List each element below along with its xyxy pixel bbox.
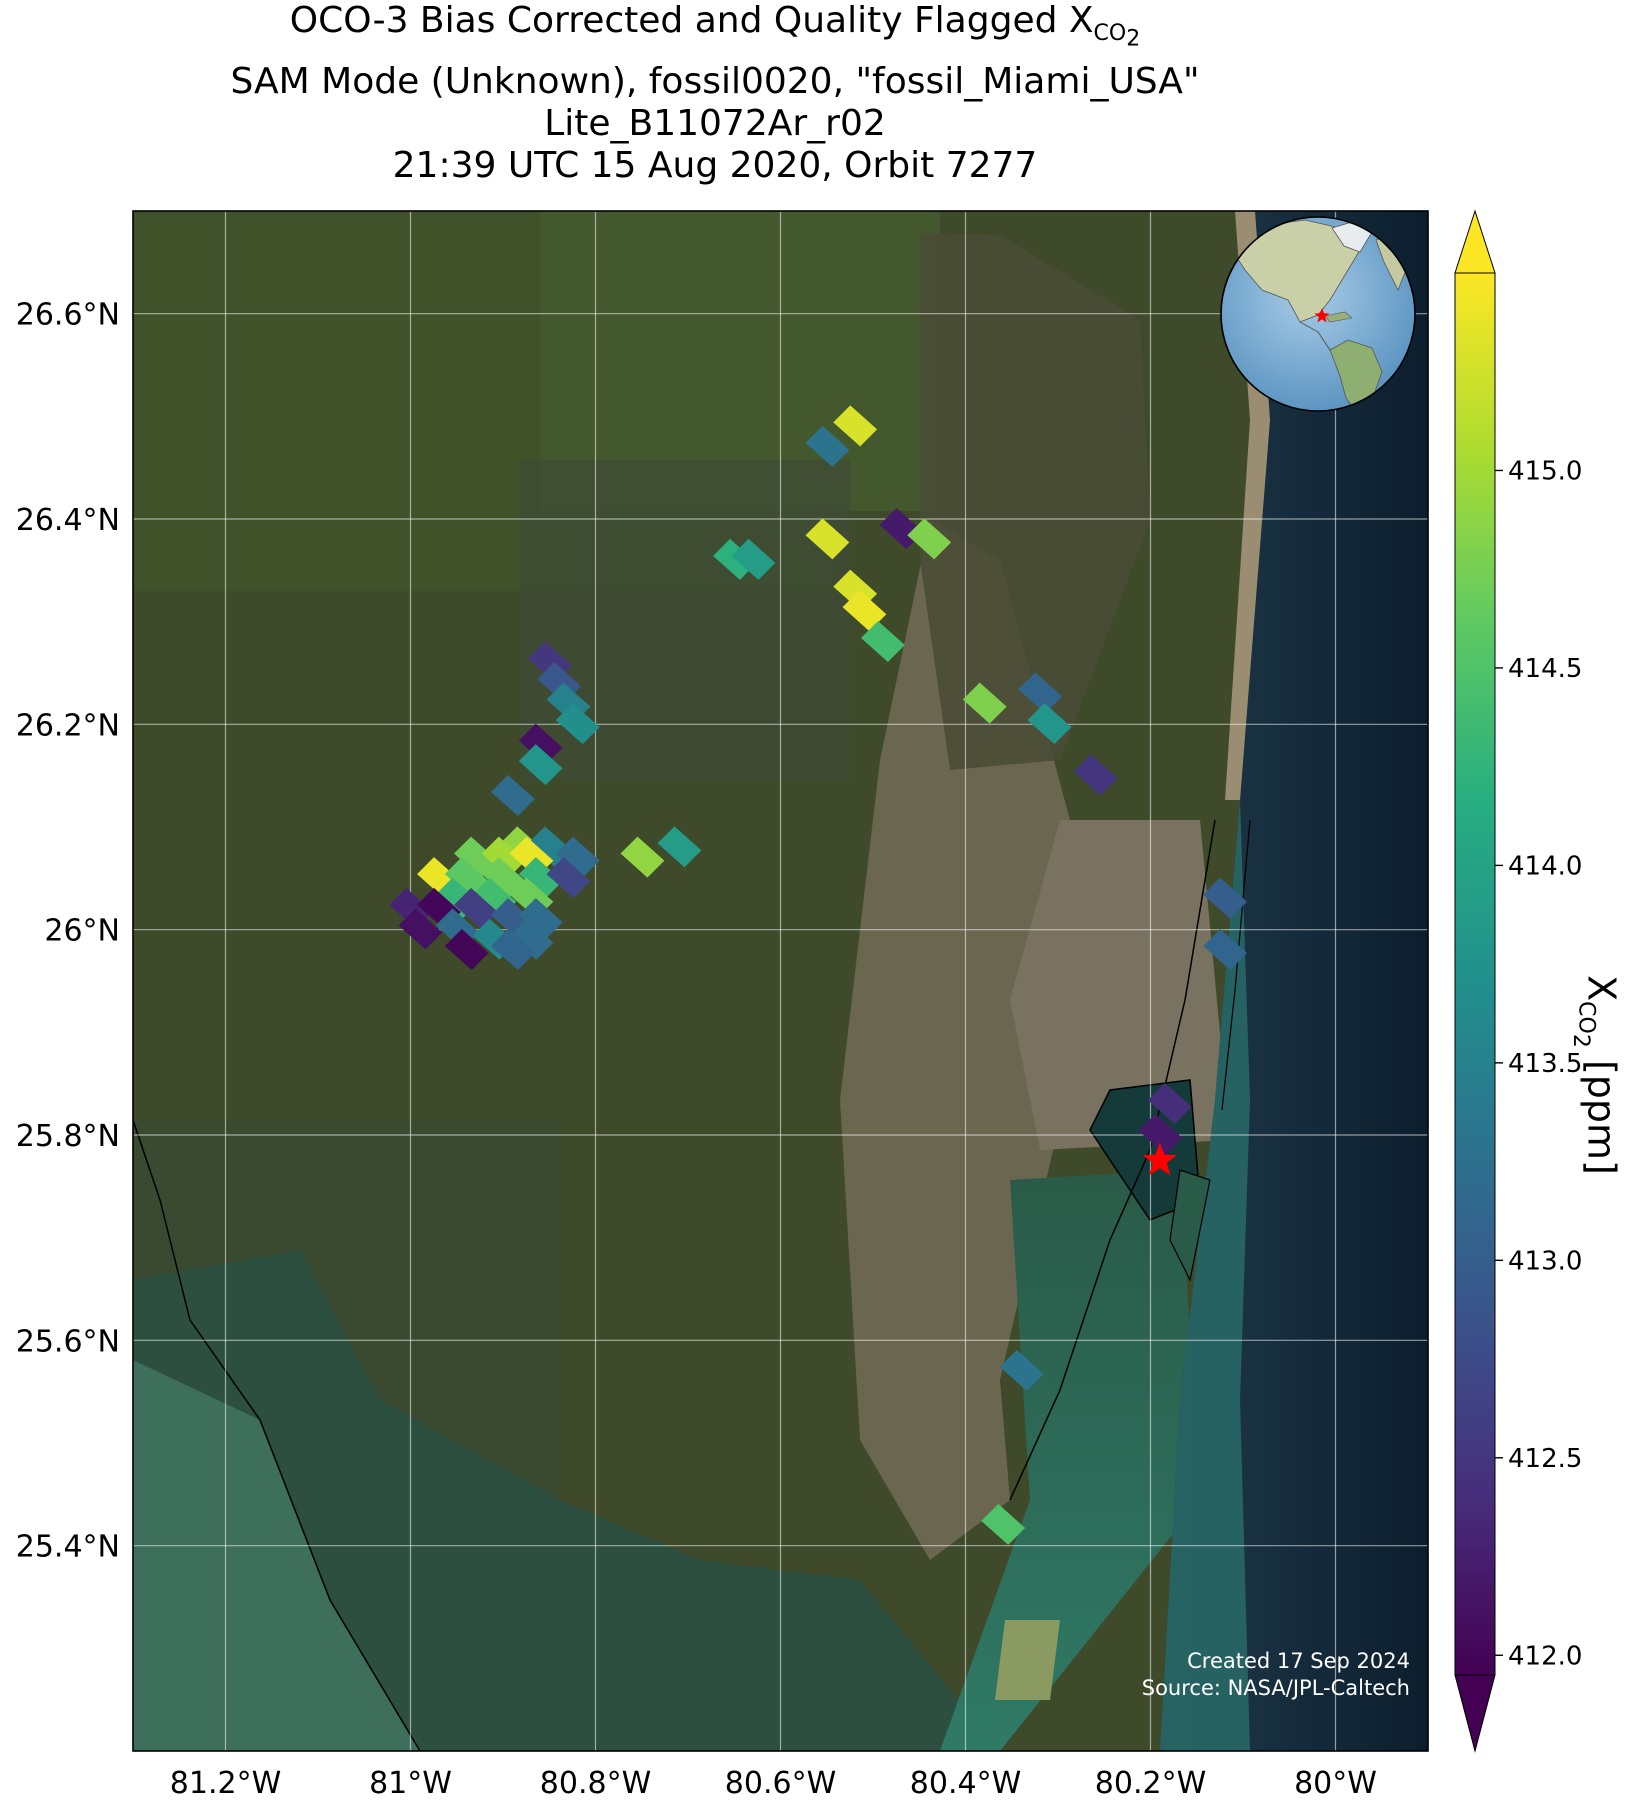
sounding-footprint [481, 836, 526, 878]
sounding-footprint [907, 518, 952, 560]
colorbar-body [1454, 272, 1496, 1676]
sounding-footprint [842, 590, 887, 632]
colorbar-extend-min [1454, 1674, 1496, 1753]
sounding-footprint [1203, 877, 1248, 919]
sounding-footprint [620, 836, 665, 878]
colorbar-tick-label: 413.0 [1508, 1246, 1582, 1276]
credit-source: Source: NASA/JPL-Caltech [1141, 1676, 1410, 1700]
colorbar-extend-max [1454, 209, 1496, 274]
colorbar-tick-label: 412.5 [1508, 1444, 1582, 1474]
globe-target-marker [1314, 308, 1330, 323]
colorbar-ticks: 415.0 414.5 414.0 413.5 413.0 412.5 412.0 [1495, 456, 1582, 1671]
sounding-footprint [1018, 672, 1063, 714]
sounding-footprint [962, 682, 1007, 724]
sounding-footprint [1073, 754, 1118, 796]
globe-inset [1220, 216, 1416, 412]
sounding-footprint [454, 887, 498, 929]
lat-tick-label: 26°N [44, 914, 120, 949]
sounding-footprint [999, 1349, 1044, 1391]
sounding-footprint [981, 1503, 1026, 1545]
sounding-footprints [389, 405, 1248, 1545]
sounding-footprint [805, 518, 850, 560]
title-line-1: OCO-3 Bias Corrected and Quality Flagged… [289, 0, 1141, 52]
colorbar-tick-label: 415.0 [1508, 456, 1582, 486]
colorbar-tick-label: 414.0 [1508, 851, 1582, 881]
map-frame [132, 210, 1429, 1752]
sounding-footprint [1203, 928, 1248, 970]
title-line-3: Lite_B11072Ar_r02 [544, 102, 886, 144]
title-subscript: CO2 [1093, 21, 1141, 52]
lat-tick-label: 26.4°N [16, 503, 120, 538]
sounding-footprint [657, 826, 702, 868]
sounding-footprint [454, 836, 498, 878]
sounding-footprint [518, 898, 563, 940]
colorbar-tick-label: 412.0 [1508, 1641, 1582, 1671]
colorbar-label: XCO2 [ppm] [1568, 975, 1624, 1175]
title-line-4: 21:39 UTC 15 Aug 2020, Orbit 7277 [392, 144, 1038, 186]
sounding-footprint [444, 857, 489, 899]
credit-text: Created 17 Sep 2024 Source: NASA/JPL-Cal… [1142, 1648, 1410, 1702]
target-site-marker [1142, 1142, 1177, 1176]
sounding-footprint [509, 918, 554, 960]
lon-tick-label: 80.6°W [725, 1766, 836, 1801]
chart-title: OCO-3 Bias Corrected and Quality Flagged… [0, 0, 1430, 187]
colorbar-tick-label: 414.5 [1508, 654, 1582, 684]
sounding-footprint [1138, 1113, 1183, 1155]
colorbar: 415.0 414.5 414.0 413.5 413.0 412.5 412.0 [1454, 209, 1582, 1753]
lon-tick-label: 81°W [369, 1766, 452, 1801]
sounding-footprint [731, 538, 776, 580]
sounding-footprint [1027, 703, 1072, 745]
latitude-labels: 26.6°N 26.4°N 26.2°N 26°N 25.8°N 25.6°N 25.4°N [16, 298, 120, 1565]
sounding-footprint [481, 857, 526, 899]
sounding-footprint [861, 620, 905, 662]
sounding-footprint [444, 928, 489, 970]
colorbar-tick-label: 413.5 [1508, 1049, 1582, 1079]
lon-tick-label: 81.2°W [170, 1766, 281, 1801]
lon-tick-label: 80.8°W [540, 1766, 651, 1801]
lon-tick-label: 80°W [1294, 1766, 1377, 1801]
longitude-labels: 81.2°W 81°W 80.8°W 80.6°W 80.4°W 80.2°W 80°W [170, 1766, 1377, 1801]
sounding-footprint [518, 723, 563, 765]
lon-tick-label: 80.4°W [910, 1766, 1021, 1801]
sounding-footprint [518, 857, 563, 899]
sounding-footprint [833, 405, 878, 447]
lat-tick-label: 25.8°N [16, 1119, 120, 1154]
sounding-footprint [518, 744, 563, 786]
lat-tick-label: 26.2°N [16, 708, 120, 743]
sounding-footprint [555, 703, 600, 745]
lat-tick-label: 25.6°N [16, 1324, 120, 1359]
title-line-2: SAM Mode (Unknown), fossil0020, "fossil_… [230, 60, 1200, 102]
sounding-footprint [1147, 1082, 1192, 1124]
sounding-footprint [546, 857, 591, 899]
credit-created: Created 17 Sep 2024 [1187, 1649, 1410, 1673]
lat-tick-label: 25.4°N [16, 1530, 120, 1565]
sounding-footprint [805, 425, 850, 467]
sounding-footprint [555, 836, 600, 878]
sounding-footprint [713, 538, 757, 580]
sounding-footprint [491, 774, 535, 816]
sounding-footprint [398, 908, 443, 950]
lon-tick-label: 80.2°W [1095, 1766, 1206, 1801]
map-panel [132, 210, 1429, 1752]
sounding-footprint [491, 928, 535, 970]
gridlines [133, 211, 1428, 1751]
lat-tick-label: 26.6°N [16, 298, 120, 333]
